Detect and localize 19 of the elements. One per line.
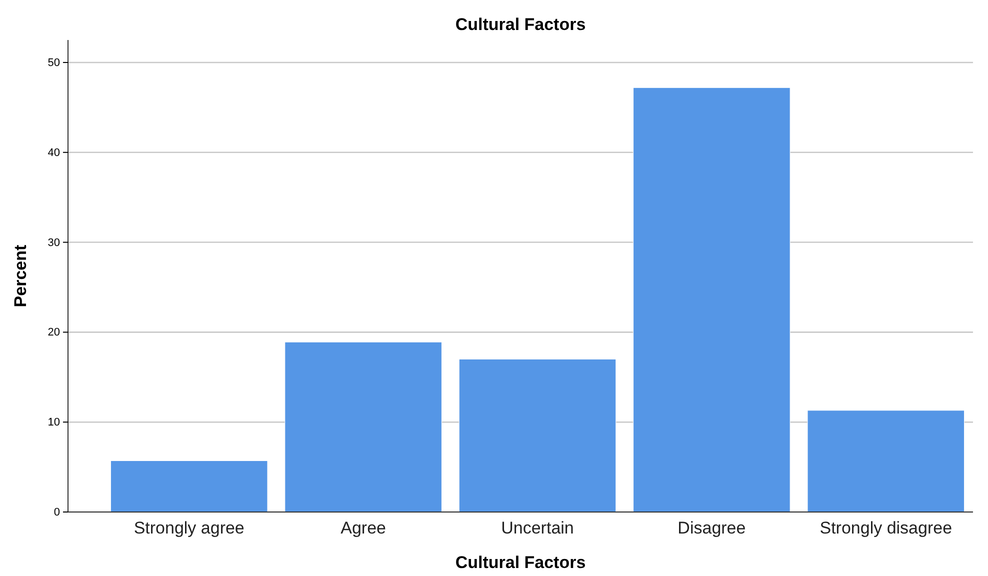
y-tick-label: 50: [48, 56, 60, 69]
x-tick-label: Agree: [340, 518, 386, 538]
x-axis-title: Cultural Factors: [455, 553, 586, 572]
y-tick-label: 40: [48, 146, 60, 159]
bar: [110, 460, 268, 512]
x-tick-label: Uncertain: [501, 518, 574, 538]
y-tick-label: 20: [48, 326, 60, 339]
bar: [633, 87, 790, 512]
bar: [807, 410, 965, 512]
y-tick-label: 10: [48, 416, 60, 429]
chart-title: Cultural Factors: [455, 15, 586, 34]
bar: [284, 342, 442, 512]
y-tick-label: 0: [54, 506, 60, 519]
x-tick-label: Strongly agree: [134, 518, 244, 538]
bar: [458, 358, 616, 512]
x-tick-label: Disagree: [678, 518, 746, 538]
y-axis-title: Percent: [11, 244, 30, 308]
y-tick-label: 30: [48, 236, 60, 249]
x-tick-label: Strongly disagree: [820, 518, 952, 538]
